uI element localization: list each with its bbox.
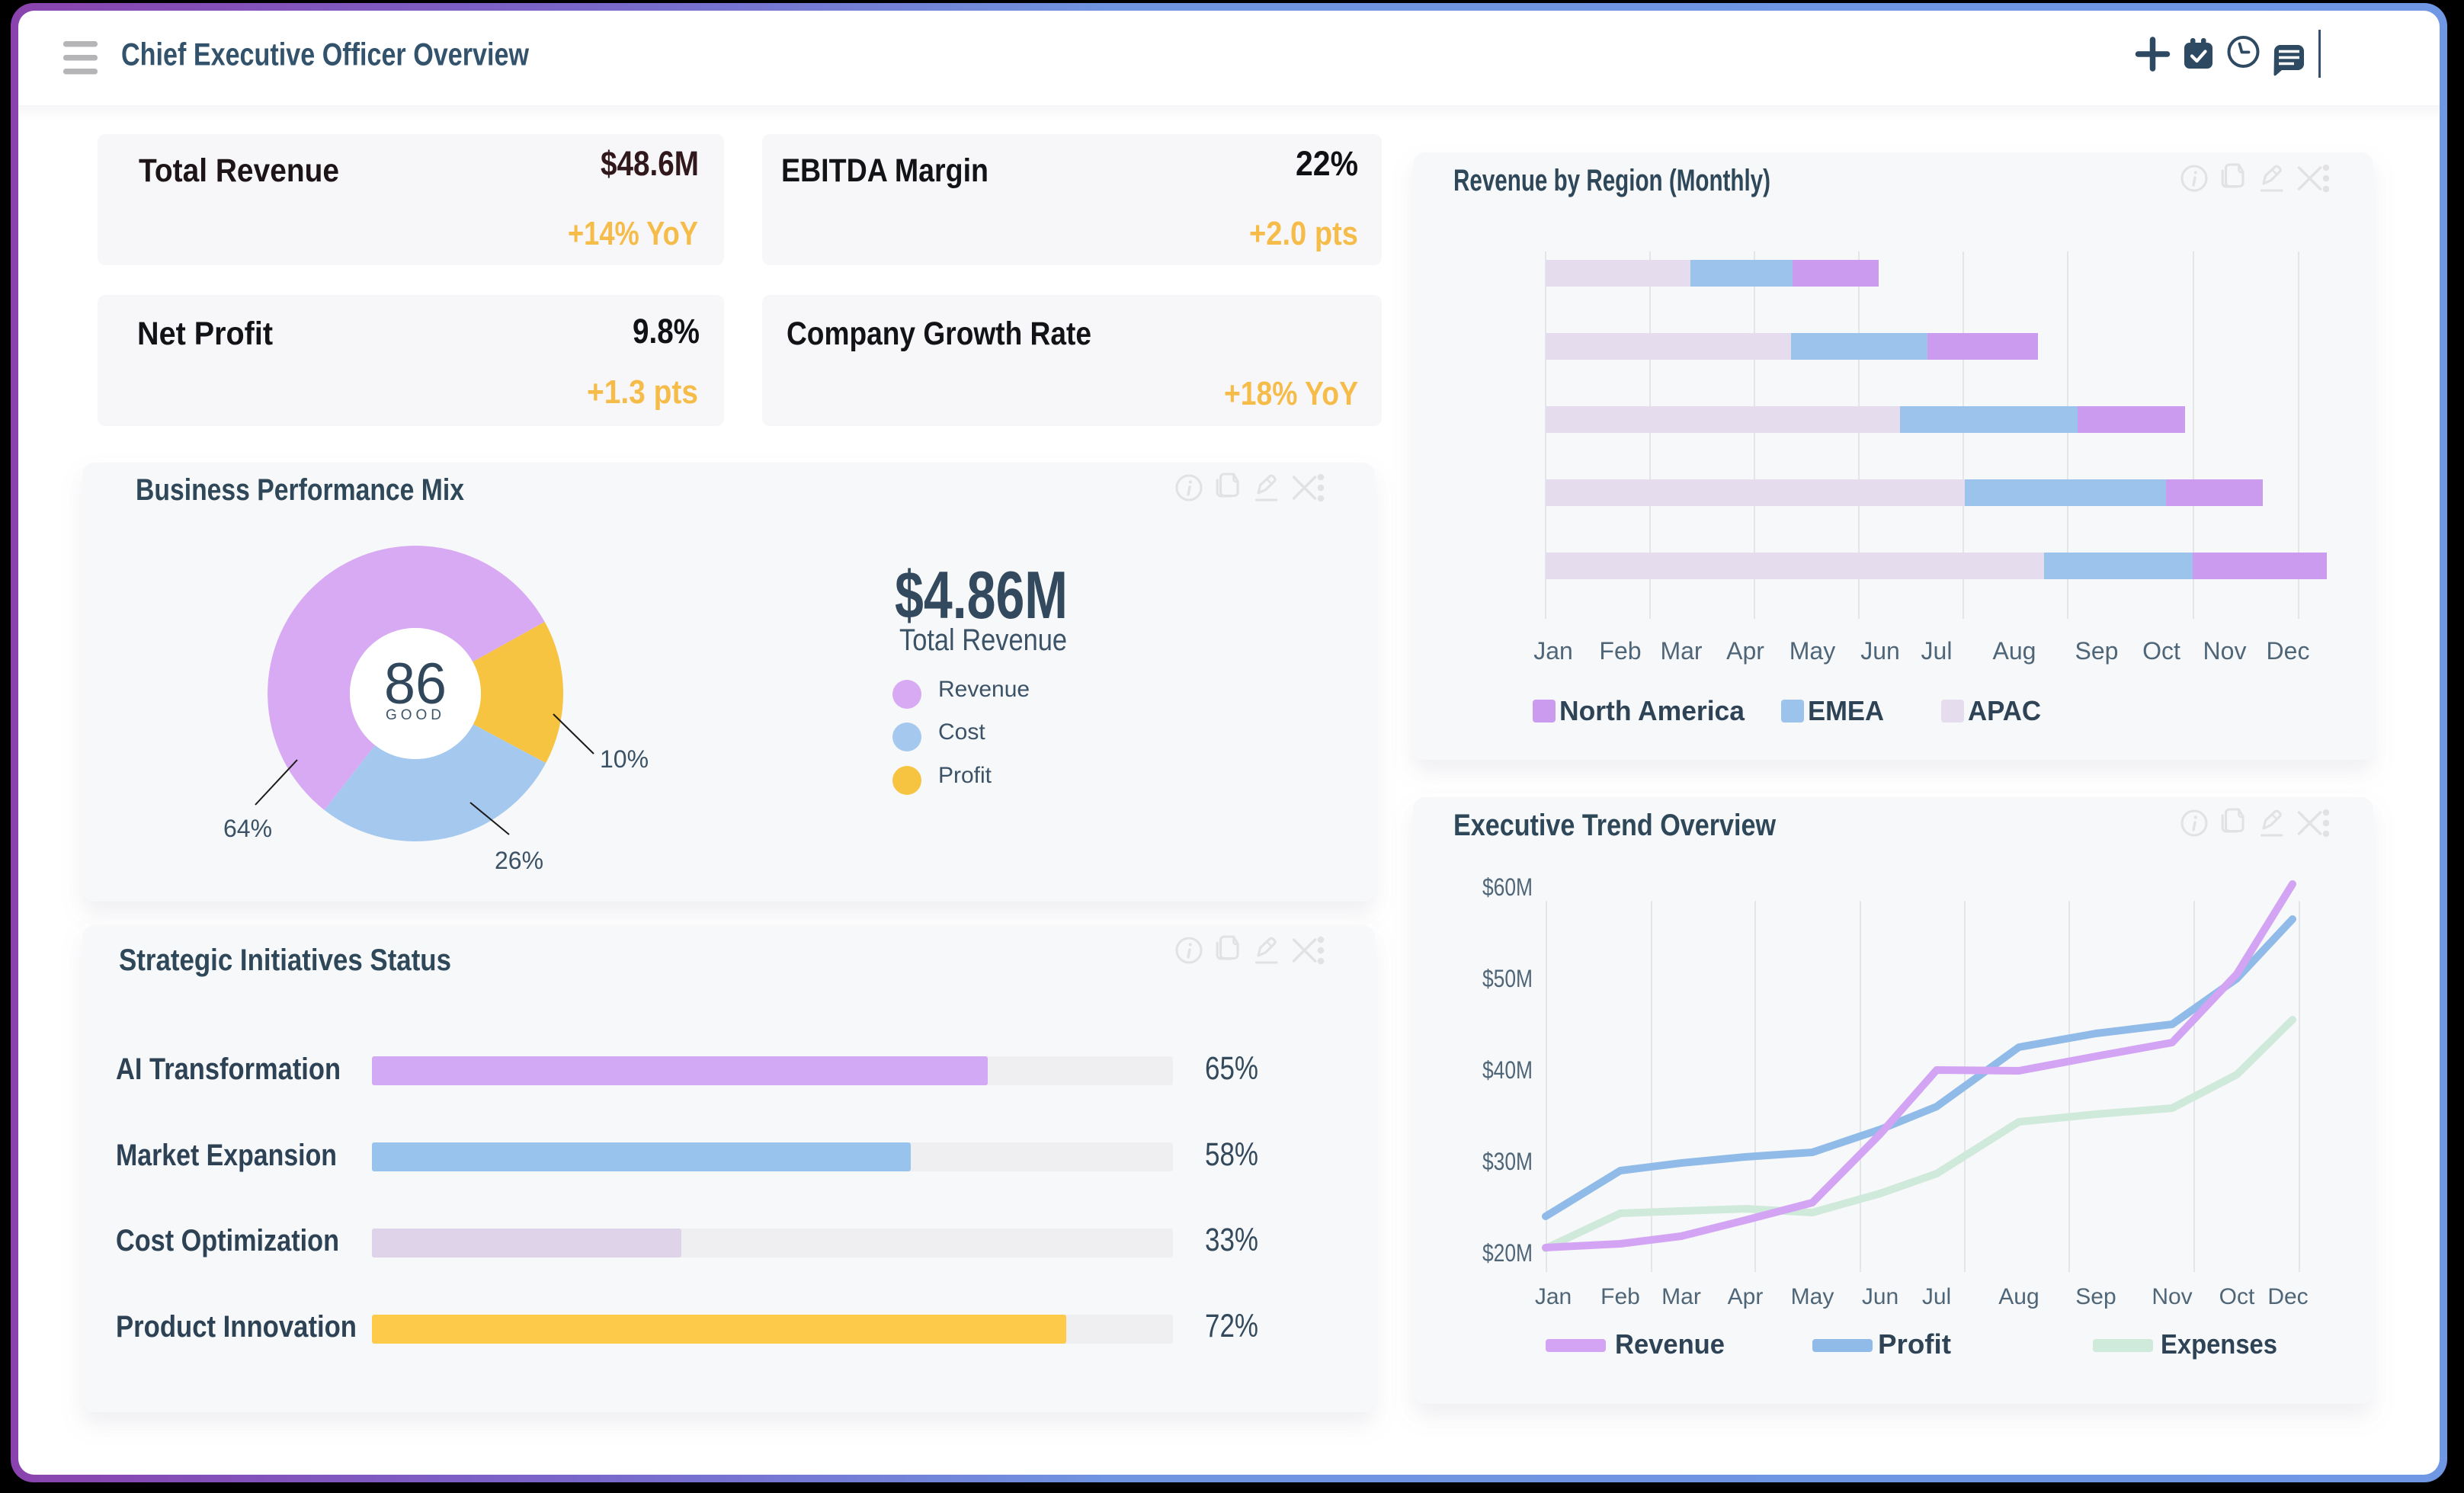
svg-text:Dec: Dec bbox=[2267, 1284, 2308, 1309]
svg-text:58%: 58% bbox=[1205, 1136, 1258, 1173]
svg-text:Jan: Jan bbox=[1533, 637, 1573, 665]
svg-text:Executive Trend Overview: Executive Trend Overview bbox=[1453, 809, 1777, 842]
svg-text:Total Revenue: Total Revenue bbox=[139, 152, 339, 189]
svg-text:Strategic Initiatives Status: Strategic Initiatives Status bbox=[119, 944, 451, 977]
svg-text:AI Transformation: AI Transformation bbox=[116, 1052, 341, 1086]
svg-text:72%: 72% bbox=[1205, 1308, 1258, 1344]
svg-text:Feb: Feb bbox=[1600, 1284, 1640, 1309]
svg-text:Dec: Dec bbox=[2267, 637, 2310, 665]
svg-text:+18% YoY: +18% YoY bbox=[1224, 375, 1358, 412]
svg-text:GOOD: GOOD bbox=[386, 707, 445, 723]
svg-text:$40M: $40M bbox=[1482, 1056, 1533, 1084]
svg-text:Revenue: Revenue bbox=[938, 677, 1030, 702]
svg-text:$20M: $20M bbox=[1482, 1239, 1533, 1267]
svg-text:Nov: Nov bbox=[2203, 637, 2247, 665]
svg-text:9.8%: 9.8% bbox=[633, 312, 700, 351]
svg-text:North America: North America bbox=[1559, 695, 1745, 726]
svg-text:26%: 26% bbox=[495, 847, 543, 874]
svg-text:+14% YoY: +14% YoY bbox=[568, 215, 698, 252]
svg-text:Apr: Apr bbox=[1728, 1284, 1764, 1309]
svg-text:Cost: Cost bbox=[938, 719, 985, 745]
svg-text:$60M: $60M bbox=[1482, 873, 1533, 901]
svg-text:Revenue by Region (Monthly): Revenue by Region (Monthly) bbox=[1453, 164, 1770, 197]
svg-text:Sep: Sep bbox=[2075, 637, 2119, 665]
svg-text:Apr: Apr bbox=[1726, 637, 1764, 665]
svg-text:Profit: Profit bbox=[1878, 1328, 1951, 1360]
svg-text:65%: 65% bbox=[1205, 1050, 1258, 1087]
svg-text:Jan: Jan bbox=[1535, 1284, 1572, 1309]
svg-text:$50M: $50M bbox=[1482, 965, 1533, 992]
svg-text:+2.0 pts: +2.0 pts bbox=[1249, 215, 1358, 252]
svg-text:Jun: Jun bbox=[1860, 637, 1900, 665]
svg-text:May: May bbox=[1791, 1284, 1834, 1309]
svg-text:22%: 22% bbox=[1296, 144, 1358, 183]
svg-text:EMEA: EMEA bbox=[1808, 695, 1884, 726]
svg-text:$30M: $30M bbox=[1482, 1148, 1533, 1175]
svg-text:Revenue: Revenue bbox=[1615, 1328, 1725, 1360]
svg-text:$48.6M: $48.6M bbox=[601, 144, 699, 183]
svg-text:Business Performance Mix: Business Performance Mix bbox=[136, 473, 464, 507]
svg-text:Aug: Aug bbox=[1998, 1284, 2039, 1309]
svg-text:Net Profit: Net Profit bbox=[137, 316, 273, 352]
svg-text:Cost Optimization: Cost Optimization bbox=[116, 1224, 339, 1258]
svg-text:Aug: Aug bbox=[1993, 637, 2036, 665]
svg-text:EBITDA Margin: EBITDA Margin bbox=[781, 152, 988, 189]
svg-text:Mar: Mar bbox=[1661, 1284, 1701, 1309]
svg-text:Jun: Jun bbox=[1862, 1284, 1898, 1309]
svg-text:Nov: Nov bbox=[2152, 1284, 2192, 1309]
svg-text:33%: 33% bbox=[1205, 1222, 1258, 1258]
svg-text:Company Growth Rate: Company Growth Rate bbox=[787, 316, 1091, 352]
svg-text:Chief Executive Officer Overvi: Chief Executive Officer Overview bbox=[121, 37, 529, 72]
svg-text:Product Innovation: Product Innovation bbox=[116, 1310, 357, 1344]
svg-text:Expenses: Expenses bbox=[2161, 1328, 2277, 1360]
svg-text:Jul: Jul bbox=[1921, 637, 1953, 665]
svg-text:Mar: Mar bbox=[1660, 637, 1702, 665]
svg-text:Market Expansion: Market Expansion bbox=[116, 1139, 337, 1172]
svg-text:Feb: Feb bbox=[1599, 637, 1641, 665]
svg-text:+1.3 pts: +1.3 pts bbox=[587, 373, 698, 411]
svg-text:May: May bbox=[1790, 637, 1835, 665]
svg-text:$4.86M: $4.86M bbox=[895, 557, 1068, 633]
svg-text:64%: 64% bbox=[223, 815, 272, 842]
svg-text:Oct: Oct bbox=[2219, 1284, 2255, 1309]
svg-text:Sep: Sep bbox=[2075, 1284, 2116, 1309]
svg-text:10%: 10% bbox=[600, 745, 649, 773]
svg-text:Jul: Jul bbox=[1922, 1284, 1951, 1309]
svg-text:Oct: Oct bbox=[2142, 637, 2180, 665]
svg-text:Total Revenue: Total Revenue bbox=[899, 623, 1067, 657]
svg-text:Profit: Profit bbox=[938, 763, 992, 788]
svg-text:86: 86 bbox=[384, 652, 447, 716]
svg-text:APAC: APAC bbox=[1968, 695, 2041, 726]
